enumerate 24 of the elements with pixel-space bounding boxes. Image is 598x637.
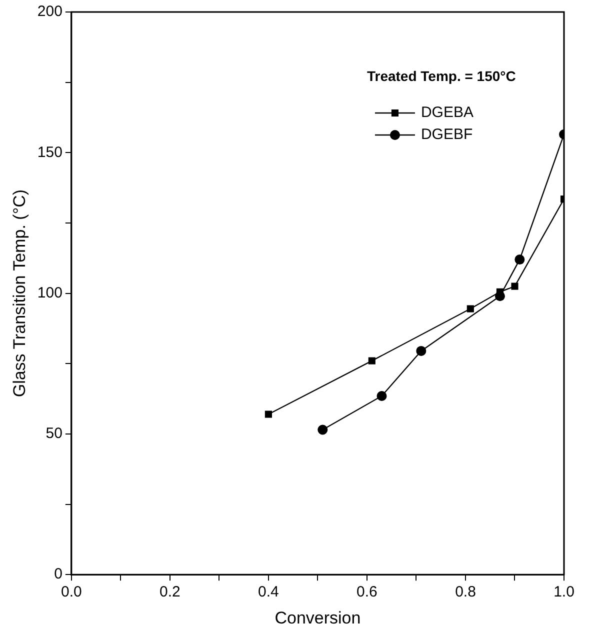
y-tick-label: 50	[46, 425, 62, 442]
annotation: Treated Temp. = 150°C	[366, 68, 516, 84]
point	[318, 424, 328, 435]
point	[368, 357, 376, 364]
x-tick-label: 1.0	[554, 584, 574, 601]
legend-label: DGEBA	[420, 104, 474, 122]
y-axis-title: Glass Transition Temp. (°C)	[10, 189, 29, 398]
point	[466, 305, 474, 312]
x-axis-title: Conversion	[274, 608, 361, 628]
legend-label: DGEBF	[420, 126, 473, 144]
x-tick-label: 0.4	[258, 584, 279, 601]
point	[264, 410, 272, 418]
x-tick-label: 0.6	[356, 584, 378, 601]
y-tick-label: 100	[37, 284, 62, 302]
y-tick-label: 0	[54, 566, 62, 583]
x-tick-label: 0.2	[160, 584, 180, 601]
y-tick-label: 150	[37, 144, 62, 161]
point	[511, 282, 518, 290]
y-tick-label: 200	[37, 3, 62, 20]
x-tick-label: 0.8	[455, 584, 476, 601]
point	[376, 390, 387, 401]
point	[416, 346, 426, 356]
x-tick-label: 0.0	[60, 584, 82, 601]
point	[514, 254, 525, 265]
